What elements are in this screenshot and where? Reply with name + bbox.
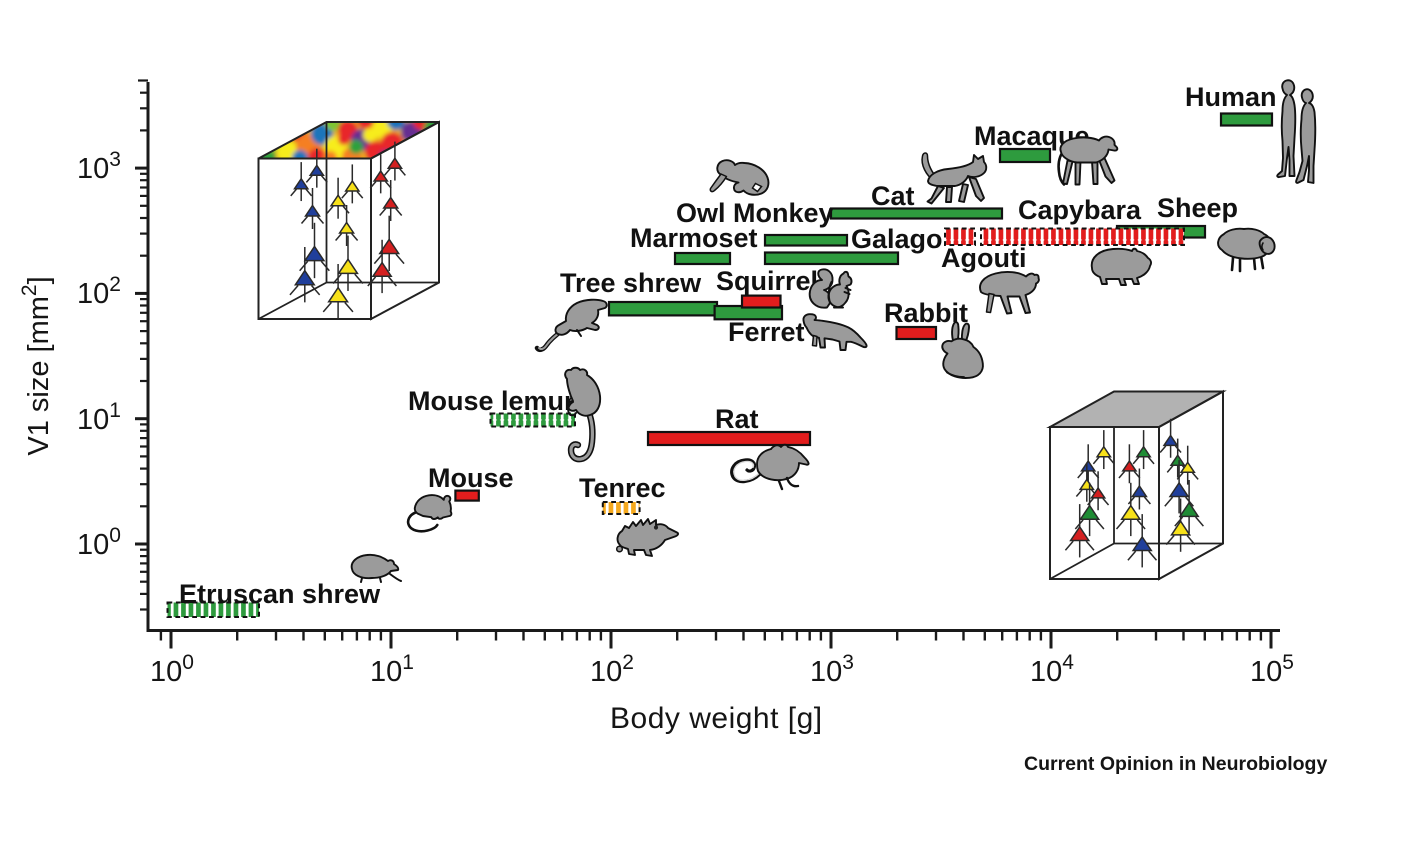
svg-text:Body weight [g]: Body weight [g] <box>610 702 823 735</box>
svg-text:Squirrel: Squirrel <box>716 266 818 296</box>
svg-text:Etruscan shrew: Etruscan shrew <box>179 579 381 609</box>
svg-text:Tree shrew: Tree shrew <box>560 268 702 298</box>
svg-text:Human: Human <box>1185 82 1277 112</box>
svg-text:Agouti: Agouti <box>941 243 1026 273</box>
svg-text:Marmoset: Marmoset <box>630 223 758 253</box>
svg-text:Galago: Galago <box>851 224 943 254</box>
svg-text:Rat: Rat <box>715 404 759 434</box>
svg-text:Owl Monkey: Owl Monkey <box>676 198 834 228</box>
svg-text:Mouse lemur: Mouse lemur <box>408 386 575 416</box>
svg-text:Capybara: Capybara <box>1018 195 1142 225</box>
svg-text:Current Opinion in Neurobiolog: Current Opinion in Neurobiology <box>1024 753 1327 775</box>
svg-text:Sheep: Sheep <box>1157 193 1238 223</box>
svg-text:Ferret: Ferret <box>728 317 805 347</box>
svg-text:105: 105 <box>1250 651 1294 688</box>
svg-text:Cat: Cat <box>871 181 915 211</box>
svg-text:Mouse: Mouse <box>428 463 514 493</box>
svg-text:Tenrec: Tenrec <box>579 473 666 503</box>
svg-text:V1 size [mm2]: V1 size [mm2] <box>18 276 55 455</box>
